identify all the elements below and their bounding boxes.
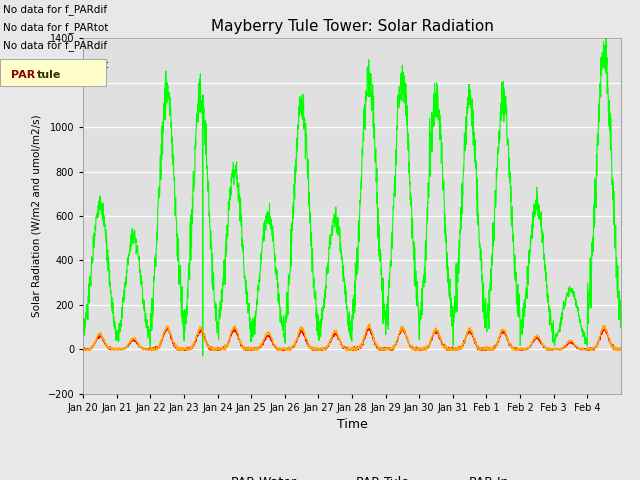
Text: No data for f_PARdif: No data for f_PARdif	[3, 40, 108, 51]
Y-axis label: Solar Radiation (W/m2 and umol/m2/s): Solar Radiation (W/m2 and umol/m2/s)	[32, 115, 42, 317]
X-axis label: Time: Time	[337, 418, 367, 431]
Text: tule: tule	[36, 70, 61, 80]
Text: No data for f_PARdif: No data for f_PARdif	[3, 4, 108, 15]
Text: No data for f_PARtot: No data for f_PARtot	[3, 22, 109, 33]
Title: Mayberry Tule Tower: Solar Radiation: Mayberry Tule Tower: Solar Radiation	[211, 20, 493, 35]
Text: No data for f_PARtot: No data for f_PARtot	[3, 59, 109, 70]
Legend: PAR Water, PAR Tule, PAR In: PAR Water, PAR Tule, PAR In	[191, 471, 513, 480]
Text: PAR: PAR	[11, 70, 35, 80]
